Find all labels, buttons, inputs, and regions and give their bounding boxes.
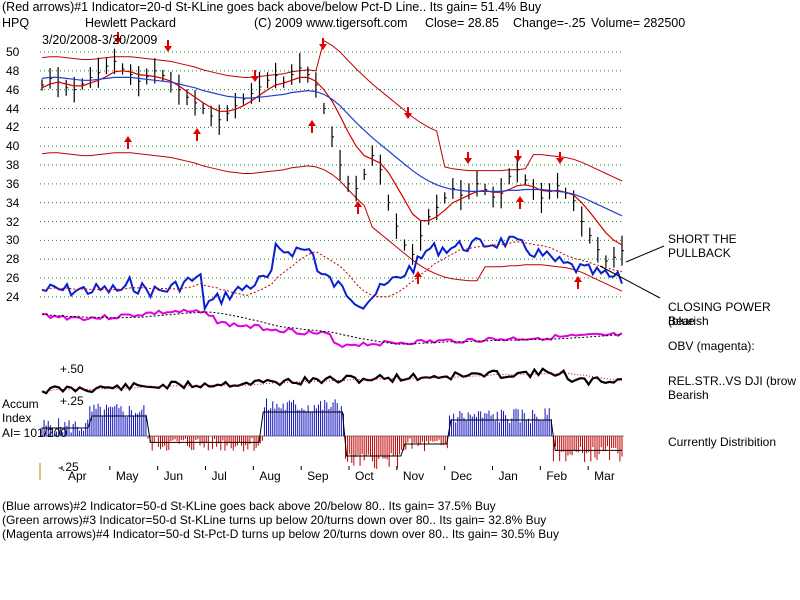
closing-power-ma <box>41 241 623 298</box>
y-tick-label: 40 <box>6 139 20 154</box>
volume-value: Volume= 282500 <box>591 16 686 30</box>
down-arrow-head <box>319 44 327 50</box>
accum-plus50: +.50 <box>60 362 84 376</box>
company-name: Hewlett Packard <box>85 16 177 30</box>
footer-magenta: (Magenta arrows)#4 Indicator=50-d St-Pct… <box>2 527 559 541</box>
x-tick-label: Sep <box>307 469 329 483</box>
obv-line <box>41 308 623 349</box>
relstr-status: Bearish <box>668 388 709 402</box>
footer-blue: (Blue arrows)#2 Indicator=50-d St-KLine … <box>2 499 496 513</box>
y-tick-label: 46 <box>6 82 20 97</box>
up-arrow-head <box>414 271 422 277</box>
x-tick-label: Oct <box>355 469 374 483</box>
down-arrow-head <box>164 46 172 52</box>
accum-label: Accum <box>2 397 39 411</box>
y-tick-label: 38 <box>6 158 20 172</box>
price-bands <box>41 39 623 292</box>
pointer-line <box>599 265 661 299</box>
obv-line <box>41 308 623 349</box>
up-arrow-head <box>574 276 582 282</box>
accum-plus25: +.25 <box>60 394 84 408</box>
up-arrow-head <box>354 201 362 207</box>
up-arrow-head <box>516 196 524 202</box>
x-tick-label: Aug <box>259 469 281 483</box>
x-tick-label: Nov <box>402 469 425 483</box>
y-tick-label: 24 <box>6 289 20 304</box>
ai-value: AI= 101/200 <box>2 426 68 440</box>
relstr-label: REL.STR..VS DJI (brow <box>668 374 797 388</box>
x-tick-label: Dec <box>450 469 472 483</box>
footer-green: (Green arrows)#3 Indicator=50-d St-KLine… <box>2 513 547 527</box>
price-bars <box>41 48 624 268</box>
ticker-label: HPQ <box>2 16 30 30</box>
change-value: Change=-.25 <box>513 16 586 30</box>
down-arrow-head <box>404 113 412 119</box>
y-tick-label: 32 <box>6 214 20 229</box>
close-value: Close= 28.85 <box>425 16 500 30</box>
price-series <box>41 70 623 246</box>
y-tick-label: 26 <box>6 271 20 285</box>
up-arrow-head <box>193 128 201 134</box>
y-tick-label: 30 <box>6 233 20 248</box>
accum-index-histogram <box>39 398 624 480</box>
down-arrow-head <box>251 76 259 82</box>
y-tick-label: 48 <box>6 63 20 78</box>
pointer-line <box>625 245 665 263</box>
closing-power-label: CLOSING POWER (blue <box>668 300 771 328</box>
closing-power-status: Bearish <box>668 314 709 328</box>
y-tick-label: 42 <box>6 120 20 135</box>
down-arrow-head <box>114 38 122 44</box>
relstr-ma <box>41 372 623 393</box>
down-arrow-head <box>464 158 472 164</box>
closing-power-line <box>41 235 623 312</box>
copyright: (C) 2009 www.tigersoft.com <box>254 16 408 30</box>
index-label: Index <box>2 411 32 425</box>
down-arrow-head <box>556 158 564 164</box>
y-tick-label: 28 <box>6 252 20 267</box>
signal-arrows <box>114 32 582 289</box>
relstr-line <box>41 367 623 395</box>
accum-minus25: -.25 <box>58 460 79 474</box>
distribution-label: Currently Distribition <box>668 435 777 449</box>
x-tick-label: Apr <box>68 469 87 483</box>
down-arrow-head <box>514 156 522 162</box>
x-tick-label: Feb <box>546 469 568 483</box>
upper-band <box>41 39 623 182</box>
y-tick-label: 50 <box>6 45 20 59</box>
up-arrow-head <box>308 120 316 126</box>
y-tick-label: 36 <box>6 176 20 191</box>
y-tick-label: 44 <box>6 101 20 116</box>
x-tick-label: Jun <box>163 469 184 483</box>
y-tick-label: 34 <box>6 195 20 210</box>
annotation-pointers <box>599 245 665 299</box>
x-tick-label: Jan <box>498 469 518 483</box>
x-tick-label: Jul <box>211 469 227 483</box>
obv-ma <box>41 311 623 345</box>
obv-label: OBV (magenta): <box>668 339 755 353</box>
closing-power-line <box>41 235 623 312</box>
long-ma-line <box>41 76 623 217</box>
short-pullback-label: SHORT THE PULLBACK <box>668 232 737 260</box>
short-ma-line <box>41 70 623 246</box>
up-arrow-head <box>124 136 132 142</box>
x-tick-label: May <box>115 469 139 483</box>
lower-band <box>41 152 623 292</box>
x-tick-label: Mar <box>594 469 615 483</box>
accum-ma <box>42 411 622 457</box>
indicator-header: (Red arrows)#1 Indicator=20-d St-KLine g… <box>2 0 542 14</box>
date-range: 3/20/2008-3/20/2009 <box>42 33 158 47</box>
relative-strength-line <box>41 367 623 395</box>
